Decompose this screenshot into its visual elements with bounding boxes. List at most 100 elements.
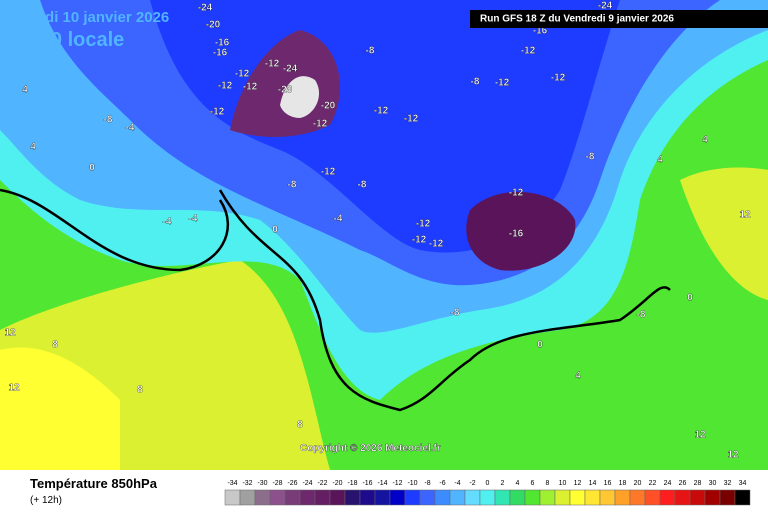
color-swatch — [569, 489, 586, 506]
run: Run GFS 18 Z du Vendredi 9 janvier 2026 — [480, 14, 674, 25]
map-label: 8 — [52, 340, 58, 351]
colorbar: -34 -32 -30 -28 -26 -24 -22 -20 -18 -16 -14 -12 -10-… — [224, 480, 751, 506]
time: 7:00 locale — [22, 29, 124, 51]
warm-area — [0, 347, 120, 470]
map-label: -8 — [451, 308, 460, 319]
color-swatch — [719, 489, 736, 506]
map-label: -8 — [366, 46, 375, 57]
map-label: 0 — [272, 225, 278, 236]
map-label: -4 — [126, 123, 135, 134]
legend-tick-label: -30 — [257, 480, 267, 487]
color-swatch — [329, 489, 346, 506]
legend-tick-label: 18 — [619, 480, 627, 487]
map-label: -12 — [243, 82, 258, 93]
legend-tick-label: -18 — [347, 480, 357, 487]
map-label: 12 — [8, 383, 20, 394]
map-label: 4 — [657, 155, 663, 166]
run-box — [470, 10, 768, 28]
legend-subtitle: (+ 12h) — [30, 495, 62, 506]
legend-tick-label: -10 — [407, 480, 417, 487]
map-label: -12 — [509, 188, 524, 199]
map-label: -12 — [313, 119, 328, 130]
contour-line — [0, 188, 230, 272]
legend-tick-label: -34 — [227, 480, 237, 487]
date: Samedi 10 janvier 2026 — [5, 9, 169, 26]
map-label: -12 — [404, 114, 419, 125]
map-label: -12 — [321, 167, 336, 178]
map-label: -12 — [218, 81, 233, 92]
map-label: -12 — [416, 219, 431, 230]
map-label: -16 — [215, 38, 230, 49]
legend-tick-label: -24 — [302, 480, 312, 487]
color-swatch — [539, 489, 556, 506]
color-swatch — [254, 489, 271, 506]
color-swatch — [419, 489, 436, 506]
legend-tick-label: 10 — [559, 480, 567, 487]
legend-tick-label: 32 — [724, 480, 732, 487]
legend-tick-label: -12 — [392, 480, 402, 487]
map-label: -12 — [210, 107, 225, 118]
color-swatch — [629, 489, 646, 506]
color-swatch — [269, 489, 286, 506]
map-label: -4 — [163, 217, 172, 228]
map-label: -24 — [283, 64, 298, 75]
map-label: -20 — [206, 20, 221, 31]
color-swatch — [659, 489, 676, 506]
map-label: 0 — [89, 163, 95, 174]
map-label: -16 — [213, 48, 228, 59]
map-label: -12 — [551, 73, 566, 84]
legend-tick-label: -26 — [287, 480, 297, 487]
map-label: 0 — [537, 340, 543, 351]
legend-tick-label: 6 — [531, 480, 535, 487]
color-swatch — [494, 489, 511, 506]
color-swatch — [299, 489, 316, 506]
map-label: -8 — [104, 115, 113, 126]
legend-title: Température 850hPa — [30, 476, 158, 491]
legend-tick-label: -16 — [362, 480, 372, 487]
map-label: -28 — [278, 85, 293, 96]
map-label: 4 — [22, 85, 28, 96]
map-label: -8 — [637, 310, 646, 321]
map-label: 12 — [694, 430, 706, 441]
color-swatch — [344, 489, 361, 506]
copyright: Copyright © 2026 Meteociel.fr — [300, 443, 441, 454]
map-label: -4 — [189, 214, 198, 225]
legend-tick-label: 0 — [486, 480, 490, 487]
cold-core — [466, 191, 576, 271]
color-swatch — [404, 489, 421, 506]
color-swatch — [239, 489, 256, 506]
legend-tick-label: 24 — [664, 480, 672, 487]
map-label: -12 — [429, 239, 444, 250]
legend-tick-label: -14 — [377, 480, 387, 487]
warm-area — [680, 167, 768, 300]
contour-line — [218, 189, 671, 412]
legend-tick-label: -22 — [317, 480, 327, 487]
color-swatch — [584, 489, 601, 506]
map-label: 4 — [575, 371, 581, 382]
legend-tick-label: -20 — [332, 480, 342, 487]
legend-tick-label: 22 — [649, 480, 657, 487]
color-swatch — [524, 489, 541, 506]
map-label: -12 — [265, 59, 280, 70]
legend-tick-label: 14 — [589, 480, 597, 487]
color-swatch — [464, 489, 481, 506]
color-swatch — [509, 489, 526, 506]
color-swatch — [449, 489, 466, 506]
map-label: -24 — [198, 3, 213, 14]
legend-tick-label: 30 — [709, 480, 717, 487]
map-label: -8 — [288, 180, 297, 191]
color-swatch — [224, 489, 241, 506]
color-swatch — [554, 489, 571, 506]
legend-tick-label: 4 — [516, 480, 520, 487]
color-swatch — [599, 489, 616, 506]
legend-tick-label: -6 — [439, 480, 445, 487]
color-swatch — [284, 489, 301, 506]
color-swatch — [434, 489, 451, 506]
map-label: 4 — [30, 142, 36, 153]
map-label: -12 — [412, 235, 427, 246]
color-swatch — [689, 489, 706, 506]
map-label: 12 — [727, 450, 739, 461]
legend-tick-label: -4 — [454, 480, 460, 487]
legend-tick-label: -28 — [272, 480, 282, 487]
